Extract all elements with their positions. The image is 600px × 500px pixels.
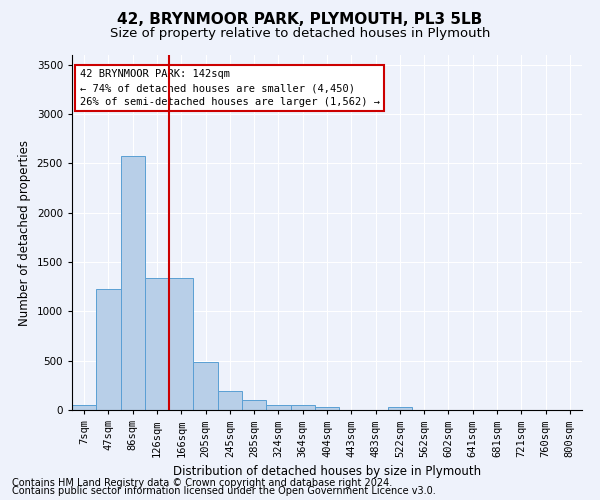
Bar [315, 407, 339, 410]
Bar [242, 400, 266, 410]
Bar [193, 362, 218, 410]
Text: 42, BRYNMOOR PARK, PLYMOUTH, PL3 5LB: 42, BRYNMOOR PARK, PLYMOUTH, PL3 5LB [118, 12, 482, 28]
Text: Contains public sector information licensed under the Open Government Licence v3: Contains public sector information licen… [12, 486, 436, 496]
Y-axis label: Number of detached properties: Number of detached properties [18, 140, 31, 326]
Text: Size of property relative to detached houses in Plymouth: Size of property relative to detached ho… [110, 28, 490, 40]
Bar [121, 156, 145, 410]
Text: 42 BRYNMOOR PARK: 142sqm
← 74% of detached houses are smaller (4,450)
26% of sem: 42 BRYNMOOR PARK: 142sqm ← 74% of detach… [80, 69, 380, 107]
Text: Contains HM Land Registry data © Crown copyright and database right 2024.: Contains HM Land Registry data © Crown c… [12, 478, 392, 488]
X-axis label: Distribution of detached houses by size in Plymouth: Distribution of detached houses by size … [173, 465, 481, 478]
Bar [169, 278, 193, 410]
Bar [290, 405, 315, 410]
Bar [388, 407, 412, 410]
Bar [218, 392, 242, 410]
Bar [96, 289, 121, 410]
Bar [72, 404, 96, 410]
Bar [266, 404, 290, 410]
Bar [145, 278, 169, 410]
